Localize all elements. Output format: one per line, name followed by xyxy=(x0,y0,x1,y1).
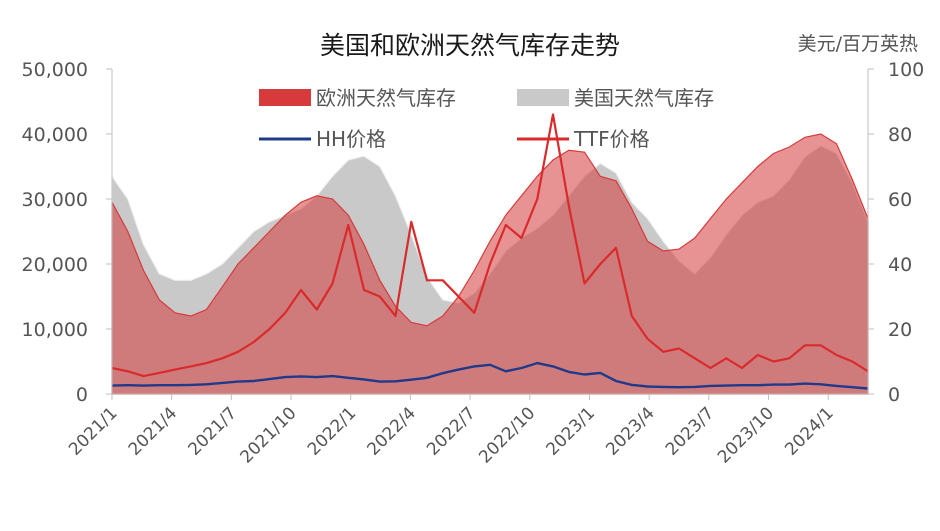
right-tick-label: 0 xyxy=(888,384,900,406)
lines-layer xyxy=(111,113,869,390)
legend-label-europe-storage: 欧洲天然气库存 xyxy=(316,86,456,110)
line-ttf-price xyxy=(111,113,869,378)
right-tick-label: 20 xyxy=(888,319,912,341)
x-tick-label: 2021/10 xyxy=(237,403,301,467)
line-hh-price xyxy=(111,361,869,390)
right-tick-label: 40 xyxy=(888,254,912,276)
chart-title: 美国和欧洲天然气库存走势 xyxy=(320,31,620,60)
x-tick-label: 2024/1 xyxy=(781,403,837,459)
right-tick-label: 80 xyxy=(888,124,912,146)
x-tick-label: 2022/7 xyxy=(423,403,479,459)
legend-label-ttf-price: TTF价格 xyxy=(573,127,650,151)
left-tick-label: 10,000 xyxy=(22,319,88,341)
x-tick-label: 2022/10 xyxy=(475,403,539,467)
x-tick-label: 2023/4 xyxy=(602,403,658,459)
legend-swatch-us-storage xyxy=(517,89,569,106)
right-axis-unit: 美元/百万英热 xyxy=(798,33,918,55)
plot-area xyxy=(111,113,869,395)
left-tick-label: 20,000 xyxy=(22,254,88,276)
right-tick-label: 60 xyxy=(888,189,912,211)
x-tick-label: 2023/7 xyxy=(662,403,718,459)
x-tick-label: 2023/10 xyxy=(714,403,778,467)
x-tick-label: 2021/7 xyxy=(184,403,240,459)
x-tick-label: 2022/1 xyxy=(304,403,360,459)
x-tick-label: 2023/1 xyxy=(543,403,599,459)
left-tick-label: 40,000 xyxy=(22,124,88,146)
right-tick-label: 100 xyxy=(888,59,924,81)
left-tick-label: 0 xyxy=(76,384,88,406)
left-tick-label: 50,000 xyxy=(22,59,88,81)
x-tick-label: 2021/1 xyxy=(65,403,121,459)
legend-label-hh-price: HH价格 xyxy=(316,127,386,151)
left-axis-ticks: 0 10,000 20,000 30,000 40,000 50,000 xyxy=(22,59,112,406)
legend-label-us-storage: 美国天然气库存 xyxy=(574,86,714,110)
legend-swatch-europe-storage xyxy=(259,89,311,106)
right-axis-ticks: 0 20 40 60 80 100 xyxy=(868,59,924,406)
legend: 欧洲天然气库存 美国天然气库存 HH价格 TTF价格 xyxy=(259,86,714,151)
x-tick-label: 2022/4 xyxy=(364,403,420,459)
x-tick-label: 2021/4 xyxy=(125,403,181,459)
left-tick-label: 30,000 xyxy=(22,189,88,211)
